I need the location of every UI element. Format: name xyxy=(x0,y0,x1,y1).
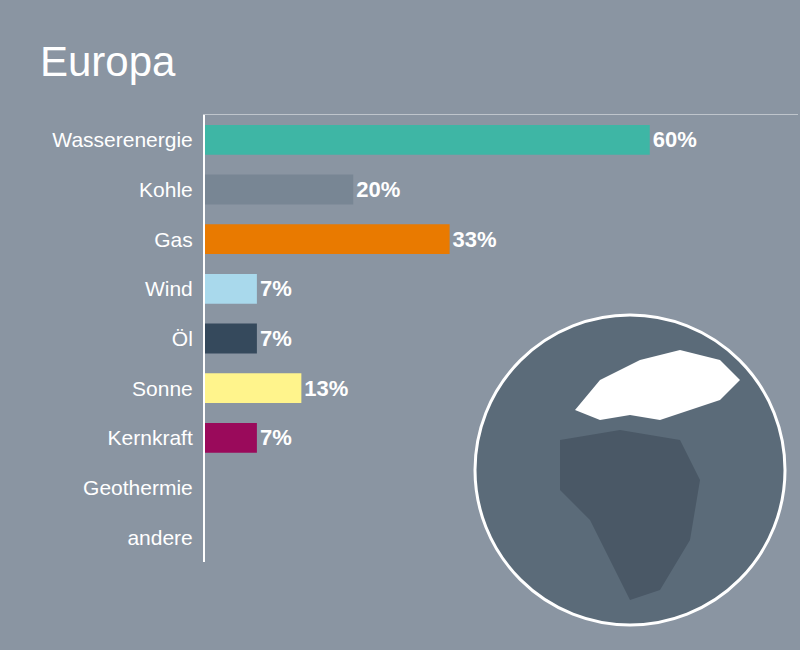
svg-text:7%: 7% xyxy=(260,425,292,450)
svg-text:Gas: Gas xyxy=(154,228,193,251)
svg-text:20%: 20% xyxy=(356,177,400,202)
svg-text:33%: 33% xyxy=(453,227,497,252)
svg-text:Öl: Öl xyxy=(172,327,193,350)
svg-text:Europa: Europa xyxy=(40,38,176,85)
svg-text:Sonne: Sonne xyxy=(132,377,193,400)
svg-text:andere: andere xyxy=(127,526,192,549)
svg-text:7%: 7% xyxy=(260,276,292,301)
svg-text:7%: 7% xyxy=(260,326,292,351)
svg-text:13%: 13% xyxy=(304,376,348,401)
svg-text:60%: 60% xyxy=(653,127,697,152)
svg-text:Geothermie: Geothermie xyxy=(83,476,193,499)
svg-text:Kohle: Kohle xyxy=(139,178,193,201)
svg-text:Wind: Wind xyxy=(145,277,193,300)
svg-text:Kernkraft: Kernkraft xyxy=(108,426,193,449)
svg-text:Wasserenergie: Wasserenergie xyxy=(52,128,192,151)
